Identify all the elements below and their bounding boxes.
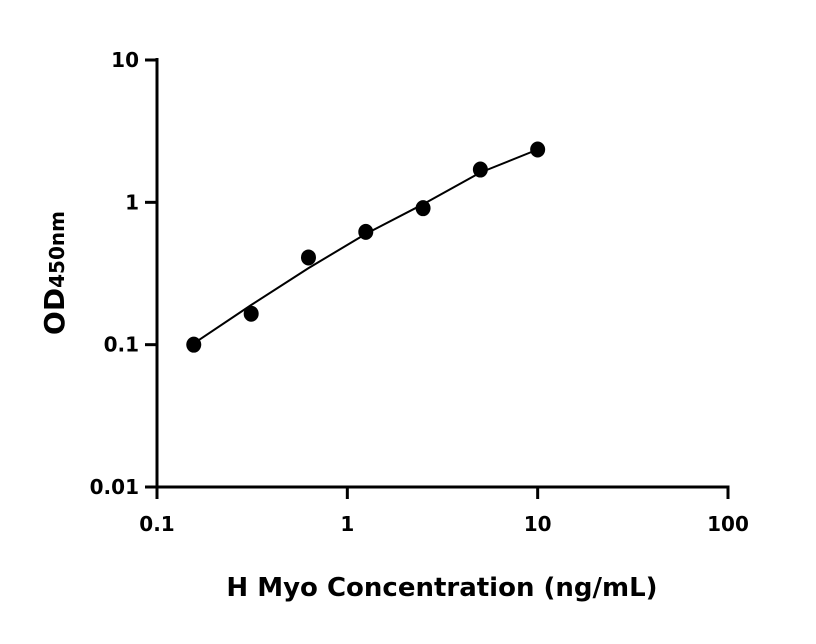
x-tick-label: 1: [340, 512, 354, 536]
y-axis-label: OD450nm: [38, 211, 71, 335]
data-point: [530, 141, 546, 158]
y-axis-label-subscript: 450nm: [45, 211, 69, 288]
y-tick-label: 0.1: [104, 333, 139, 357]
data-point: [415, 200, 431, 217]
x-tick-label: 100: [707, 512, 749, 536]
data-point: [472, 161, 488, 178]
y-tick-label: 0.01: [90, 475, 139, 499]
x-tick-label: 0.1: [139, 512, 174, 536]
data-point: [358, 223, 374, 240]
data-point: [186, 336, 202, 353]
y-tick-label: 1: [125, 190, 139, 214]
data-point: [300, 249, 316, 266]
y-tick-label: 10: [111, 48, 139, 72]
x-tick-label: 10: [524, 512, 552, 536]
x-axis-label: H Myo Concentration (ng/mL): [226, 573, 657, 603]
data-points: [186, 141, 546, 353]
data-point: [243, 305, 259, 322]
